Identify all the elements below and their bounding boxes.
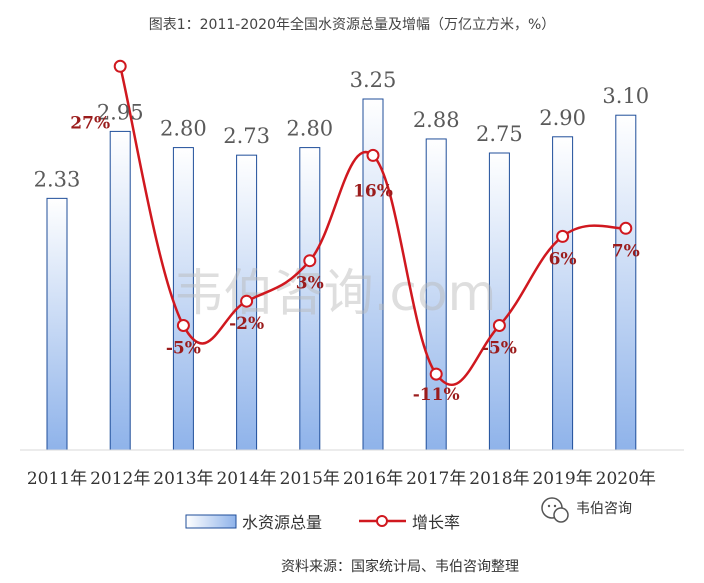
rate-point-2017年 xyxy=(429,367,443,381)
x-tick-label: 2018年 xyxy=(469,469,529,489)
rate-point-2016年 xyxy=(366,148,380,162)
x-tick-label: 2011年 xyxy=(27,469,87,489)
bar-value-label: 3.25 xyxy=(350,68,397,92)
x-tick-label: 2020年 xyxy=(596,469,656,489)
rate-value-label: 3% xyxy=(296,274,324,294)
rate-point-2012年 xyxy=(113,59,127,73)
bars xyxy=(46,98,637,451)
rate-value-label: 16% xyxy=(353,181,393,201)
bar-value-label: 2.73 xyxy=(223,124,270,148)
bar-value-label: 2.90 xyxy=(539,106,586,130)
brand: 韦伯咨询 xyxy=(541,497,632,523)
labels: 2.33 2.95 2.80 2.73 2.80 3.25 2.88 2.75 2.90 3.10… xyxy=(34,68,650,405)
x-tick-label: 2012年 xyxy=(90,469,150,489)
bar-value-label: 2.80 xyxy=(286,117,333,141)
legend-bar-swatch xyxy=(185,514,237,529)
rate-value-label: 6% xyxy=(549,249,577,269)
bar-value-label: 2.75 xyxy=(476,122,523,146)
bar-2020年 xyxy=(615,114,637,451)
legend-line-label: 增长率 xyxy=(412,513,460,532)
rate-value-label: 27% xyxy=(70,113,110,133)
rate-point-2014年 xyxy=(240,294,254,308)
rate-point-2013年 xyxy=(176,319,190,332)
source-note: 资料来源：国家统计局、韦伯咨询整理 xyxy=(281,558,519,575)
bar-2012年 xyxy=(109,130,131,451)
rate-value-label: -11% xyxy=(413,385,460,405)
rate-point-2015年 xyxy=(303,254,317,268)
bar-value-label: 3.10 xyxy=(602,84,649,108)
rate-value-label: -2% xyxy=(229,314,264,334)
x-tick-labels: 2011年 2012年 2013年 2014年 2015年 2016年 2017年 2018年… xyxy=(27,469,656,489)
brand-name: 韦伯咨询 xyxy=(576,501,632,517)
wechat-icon xyxy=(541,497,569,523)
bar-value-label: 2.33 xyxy=(34,167,81,191)
bar-value-label: 2.95 xyxy=(97,100,144,124)
rate-value-label: 7% xyxy=(612,241,640,261)
legend-line-marker xyxy=(376,515,388,527)
rate-point-2019年 xyxy=(556,229,570,243)
rate-point-2018年 xyxy=(492,319,506,332)
rate-value-label: -5% xyxy=(166,339,201,359)
x-tick-label: 2019年 xyxy=(532,469,592,489)
x-tick-label: 2017年 xyxy=(406,469,466,489)
bar-2019年 xyxy=(552,136,574,451)
x-tick-label: 2015年 xyxy=(280,469,340,489)
rate-point-2020年 xyxy=(619,221,633,235)
x-tick-label: 2013年 xyxy=(153,469,213,489)
bar-value-label: 2.80 xyxy=(160,117,207,141)
rate-line xyxy=(113,59,633,386)
x-tick-label: 2014年 xyxy=(216,469,276,489)
chart-title: 图表1：2011-2020年全国水资源总量及增幅（万亿立方米，%） xyxy=(148,17,556,33)
watermark: 韦伯咨询.com xyxy=(174,264,497,322)
rate-value-label: -5% xyxy=(482,339,517,359)
legend-bar-label: 水资源总量 xyxy=(242,513,322,532)
bar-value-label: 2.88 xyxy=(413,108,460,132)
legend: 水资源总量 增长率 xyxy=(185,513,460,532)
x-tick-label: 2016年 xyxy=(343,469,403,489)
bar-2011年 xyxy=(46,197,68,451)
